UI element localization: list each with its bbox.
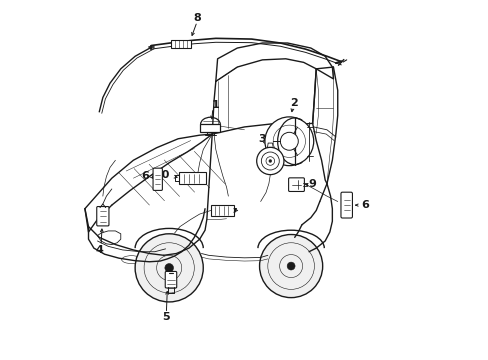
Text: 10: 10 bbox=[155, 170, 170, 180]
FancyBboxPatch shape bbox=[171, 40, 190, 48]
FancyBboxPatch shape bbox=[153, 168, 162, 190]
Circle shape bbox=[135, 234, 203, 302]
Circle shape bbox=[286, 262, 294, 270]
Text: 1: 1 bbox=[211, 100, 219, 110]
Circle shape bbox=[280, 132, 298, 150]
FancyBboxPatch shape bbox=[200, 124, 220, 132]
Circle shape bbox=[256, 147, 284, 175]
Text: 6: 6 bbox=[142, 171, 149, 181]
Text: 8: 8 bbox=[193, 13, 201, 23]
Circle shape bbox=[268, 159, 271, 162]
FancyBboxPatch shape bbox=[210, 205, 233, 216]
Text: 4: 4 bbox=[95, 245, 103, 255]
FancyBboxPatch shape bbox=[179, 172, 206, 184]
FancyBboxPatch shape bbox=[165, 271, 176, 288]
Text: 7: 7 bbox=[229, 208, 237, 218]
Text: 5: 5 bbox=[162, 312, 170, 322]
Circle shape bbox=[164, 264, 173, 272]
Text: 3: 3 bbox=[257, 134, 265, 144]
FancyBboxPatch shape bbox=[97, 207, 109, 226]
FancyBboxPatch shape bbox=[288, 178, 304, 192]
Text: 6: 6 bbox=[360, 200, 368, 210]
FancyBboxPatch shape bbox=[340, 192, 352, 218]
Circle shape bbox=[259, 234, 322, 298]
Text: 2: 2 bbox=[289, 98, 297, 108]
Text: 9: 9 bbox=[308, 179, 316, 189]
Circle shape bbox=[264, 117, 313, 166]
